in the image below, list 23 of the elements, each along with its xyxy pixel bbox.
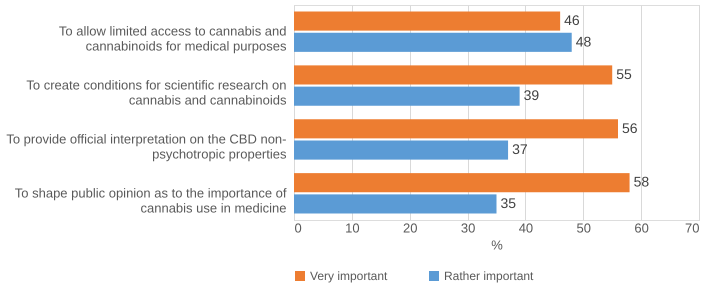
y-tick-label: To allow limited access to cannabis and cannabinoids for medical purposes — [58, 24, 287, 54]
legend-label: Rather important — [444, 269, 534, 283]
x-tick-label: 10 — [345, 220, 360, 236]
data-label: 39 — [524, 87, 540, 104]
y-tick-label: To shape public opinion as to the importance of cannabis use in medicine — [14, 185, 287, 216]
y-tick-label: To provide official interpretation on the CBD non-psychotropic properties — [6, 131, 287, 162]
x-tick-label: 60 — [634, 220, 649, 236]
data-label: 35 — [500, 194, 516, 211]
x-tick-label: 50 — [576, 220, 592, 236]
data-label: 48 — [576, 33, 592, 50]
legend-label: Very important — [310, 269, 388, 283]
x-tick-label: 30 — [460, 220, 476, 236]
data-label: 56 — [622, 120, 638, 136]
data-label: 37 — [512, 141, 528, 158]
x-tick-label: 20 — [402, 220, 418, 236]
x-tick-label: 70 — [685, 220, 700, 236]
data-label: 55 — [616, 66, 632, 82]
data-label: 58 — [634, 174, 650, 190]
data-label: 46 — [564, 12, 580, 28]
x-axis-title: % — [491, 238, 504, 252]
x-tick-label: 40 — [518, 220, 534, 236]
y-tick-label: To create conditions for scientific research on cannabis and cannabinoids — [26, 78, 287, 108]
x-tick-label: 0 — [294, 220, 302, 236]
